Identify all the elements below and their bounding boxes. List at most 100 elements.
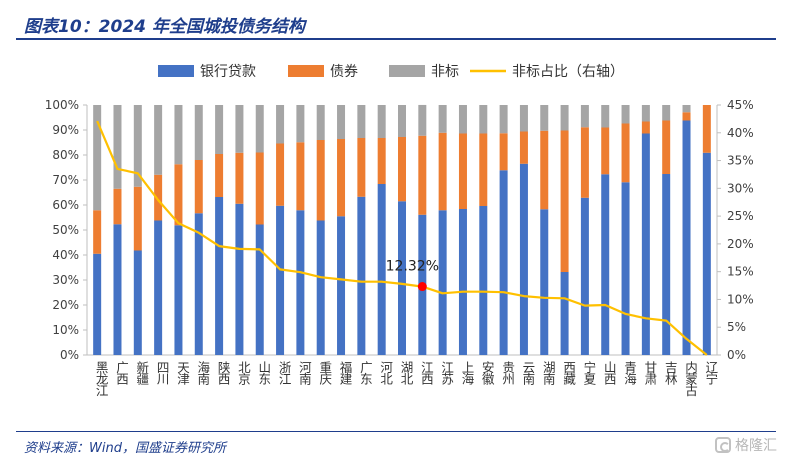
x-axis-category-label: 安徽: [480, 360, 495, 385]
x-axis-category-label: 山西: [602, 361, 617, 385]
legend-label: 银行贷款: [200, 64, 256, 80]
annotation-marker: [417, 282, 427, 292]
bar-bond: [235, 152, 244, 204]
bar-bond: [276, 143, 285, 206]
legend-label: 非标: [431, 64, 459, 80]
bar-non-standard: [93, 105, 102, 211]
x-axis-category-label: 青海: [622, 361, 637, 385]
footer-divider: [16, 431, 776, 432]
stacked-bar-chart: 0% 10% 20% 30% 40% 50% 60% 70% 80% 90% 100% 0% 5% 10%…: [45, 64, 754, 396]
bar-bank-loan: [357, 196, 366, 355]
x-axis-category-label: 贵州: [500, 361, 515, 385]
bar-non-standard: [174, 105, 183, 165]
legend-swatch: [288, 65, 324, 77]
x-axis-category-label: 新疆: [134, 360, 149, 385]
legend-label: 非标占比（右轴）: [512, 64, 624, 80]
x-axis-category-label: 吉林: [663, 361, 678, 385]
bar-non-standard: [662, 105, 671, 121]
bar-non-standard: [357, 105, 366, 138]
bar-non-standard: [682, 105, 691, 113]
x-axis-category-label: 天津: [175, 361, 190, 385]
right-axis-tick-label: 0%: [727, 348, 746, 362]
legend-swatch: [389, 65, 425, 77]
x-axis-category-label: 浙江: [277, 360, 292, 385]
bar-bank-loan: [662, 174, 671, 355]
right-axis-tick-label: 15%: [727, 265, 754, 279]
x-axis-category-label: 海南: [195, 360, 210, 385]
right-axis-tick-label: 25%: [727, 209, 754, 223]
bar-bank-loan: [601, 174, 610, 355]
x-axis-category-label: 宁夏: [581, 360, 596, 385]
x-axis-category-label: 北京: [236, 361, 251, 386]
bar-non-standard: [398, 105, 406, 137]
bar-bond: [438, 132, 447, 211]
x-axis-category-label: 重庆: [317, 360, 332, 385]
bar-non-standard: [377, 105, 386, 138]
bar-bank-loan: [641, 133, 650, 355]
bar-bank-loan: [377, 184, 386, 355]
bar-bank-loan: [682, 120, 691, 355]
bar-bond: [215, 154, 224, 197]
x-axis-category-label: 江苏: [439, 361, 454, 385]
left-axis-tick-label: 70%: [52, 173, 79, 187]
x-axis-category-label: 甘肃: [642, 361, 657, 386]
bar-bond: [458, 133, 467, 209]
bar-non-standard: [113, 105, 122, 189]
bar-bond: [113, 188, 122, 225]
right-axis-tick-label: 10%: [727, 292, 754, 306]
bar-bond: [316, 140, 325, 221]
bar-non-standard: [458, 105, 467, 134]
bar-bank-loan: [113, 224, 122, 355]
bar-bond: [154, 174, 163, 221]
legend-label: 债券: [330, 64, 358, 80]
bar-non-standard: [621, 105, 630, 124]
bar-non-standard: [215, 105, 224, 154]
bar-bank-loan: [702, 152, 711, 355]
bar-bond: [255, 152, 264, 225]
x-axis-category-label: 湖北: [399, 360, 414, 386]
bar-bond: [540, 130, 549, 210]
bar-bond: [601, 127, 610, 175]
watermark-text: 格隆汇: [735, 438, 777, 454]
bar-bank-loan: [499, 170, 508, 355]
bar-bond: [133, 186, 142, 251]
watermark: 格隆汇: [715, 435, 777, 455]
x-axis-category-label: 山东: [256, 361, 271, 385]
bar-bank-loan: [276, 205, 285, 355]
bar-bank-loan: [519, 163, 528, 355]
line-non-standard-ratio: [96, 120, 708, 356]
right-axis-tick-label: 35%: [727, 154, 754, 168]
right-axis-tick-label: 20%: [727, 237, 754, 251]
bar-bond: [479, 133, 488, 206]
bar-non-standard: [438, 105, 447, 133]
bar-non-standard: [560, 105, 569, 131]
bar-bank-loan: [255, 224, 264, 355]
bar-non-standard: [519, 105, 528, 132]
bar-non-standard: [276, 105, 285, 144]
bar-bond: [418, 135, 427, 215]
bar-bank-loan: [215, 197, 224, 355]
bar-bank-loan: [540, 209, 549, 355]
left-axis-tick-label: 50%: [52, 223, 79, 237]
bar-bond: [560, 130, 569, 272]
bar-bond: [682, 112, 691, 121]
source-note: 资料来源：Wind，国盛证券研究所: [24, 441, 226, 456]
bar-non-standard: [255, 105, 264, 153]
bar-bank-loan: [580, 197, 589, 355]
left-axis-tick-label: 60%: [52, 198, 79, 212]
bar-non-standard: [194, 105, 203, 160]
bar-bond: [357, 138, 366, 197]
bar-bond: [377, 138, 386, 184]
bar-non-standard: [499, 105, 508, 134]
bar-non-standard: [580, 105, 589, 128]
x-axis-category-label: 黑龙江: [94, 361, 109, 396]
bar-non-standard: [235, 105, 244, 153]
bar-bank-loan: [296, 210, 305, 355]
title-divider: [16, 38, 776, 40]
right-axis-tick-label: 45%: [727, 98, 754, 112]
bar-non-standard: [316, 105, 325, 140]
x-axis-category-label: 西藏: [561, 361, 576, 386]
bar-bond: [93, 210, 102, 254]
bar-non-standard: [479, 105, 488, 134]
